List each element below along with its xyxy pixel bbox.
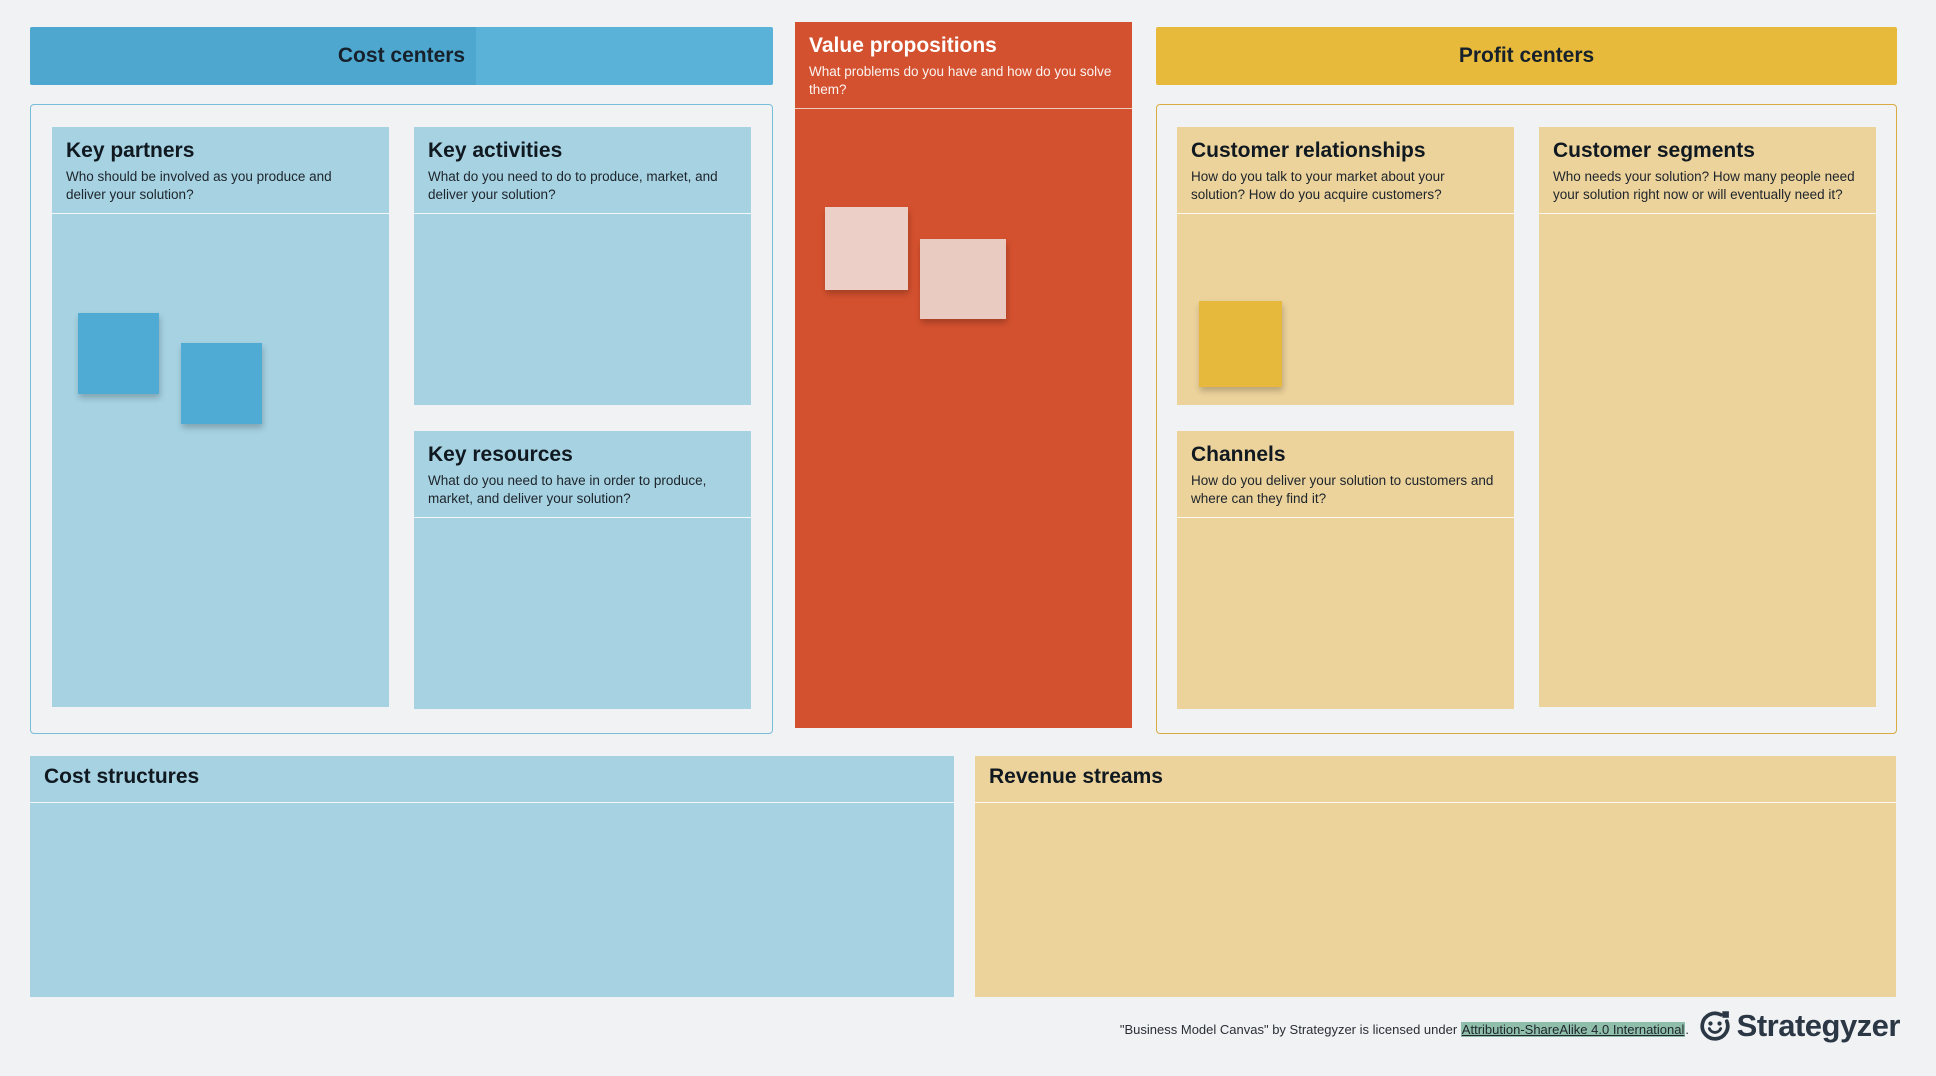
license-suffix: . bbox=[1685, 1022, 1689, 1037]
customer-segments-title: Customer segments bbox=[1553, 139, 1755, 162]
section-cost-structures[interactable]: Cost structures bbox=[30, 756, 954, 997]
channels-title: Channels bbox=[1191, 443, 1286, 466]
customer-relationships-title: Customer relationships bbox=[1191, 139, 1426, 162]
revenue-streams-body[interactable] bbox=[975, 803, 1896, 997]
cost-structures-body[interactable] bbox=[30, 803, 954, 997]
key-activities-body[interactable] bbox=[414, 214, 751, 405]
section-value-propositions[interactable]: Value propositions What problems do you … bbox=[795, 22, 1132, 728]
license-link[interactable]: Attribution-ShareAlike 4.0 International bbox=[1460, 1022, 1686, 1037]
key-partners-body[interactable] bbox=[52, 214, 389, 707]
key-resources-description: What do you need to have in order to pro… bbox=[428, 473, 707, 506]
customer-segments-body[interactable] bbox=[1539, 214, 1876, 707]
key-activities-header: Key activities What do you need to do to… bbox=[414, 127, 751, 214]
key-resources-body[interactable] bbox=[414, 518, 751, 709]
profit-centers-banner-label: Profit centers bbox=[1458, 44, 1595, 67]
key-partners-description: Who should be involved as you produce an… bbox=[66, 169, 332, 202]
cost-centers-banner-label: Cost centers bbox=[337, 44, 466, 67]
strategyzer-wordmark: Strategyzer bbox=[1736, 1008, 1901, 1043]
cost-centers-banner[interactable]: Cost centers bbox=[30, 27, 773, 85]
channels-description: How do you deliver your solution to cust… bbox=[1191, 473, 1494, 506]
section-revenue-streams[interactable]: Revenue streams bbox=[975, 756, 1896, 997]
customer-relationships-description: How do you talk to your market about you… bbox=[1191, 169, 1445, 202]
section-key-resources[interactable]: Key resources What do you need to have i… bbox=[414, 431, 751, 709]
cost-structures-header: Cost structures bbox=[30, 756, 954, 803]
license-text: "Business Model Canvas" by Strategyzer i… bbox=[1119, 1022, 1461, 1037]
section-key-partners[interactable]: Key partners Who should be involved as y… bbox=[52, 127, 389, 707]
channels-header: Channels How do you deliver your solutio… bbox=[1177, 431, 1514, 518]
key-partners-title: Key partners bbox=[66, 139, 195, 162]
section-channels[interactable]: Channels How do you deliver your solutio… bbox=[1177, 431, 1514, 709]
cost-structures-title: Cost structures bbox=[44, 765, 200, 788]
sticky-note[interactable] bbox=[825, 206, 908, 290]
key-activities-description: What do you need to do to produce, marke… bbox=[428, 169, 718, 202]
license-notice: "Business Model Canvas" by Strategyzer i… bbox=[1120, 1022, 1689, 1037]
key-partners-header: Key partners Who should be involved as y… bbox=[52, 127, 389, 214]
cost-centers-group: Key partners Who should be involved as y… bbox=[30, 104, 773, 734]
channels-body[interactable] bbox=[1177, 518, 1514, 709]
customer-relationships-header: Customer relationships How do you talk t… bbox=[1177, 127, 1514, 214]
value-propositions-body[interactable] bbox=[795, 109, 1132, 728]
profit-centers-banner[interactable]: Profit centers bbox=[1156, 27, 1897, 85]
sticky-note[interactable] bbox=[78, 312, 159, 394]
sticky-note[interactable] bbox=[181, 342, 262, 424]
section-key-activities[interactable]: Key activities What do you need to do to… bbox=[414, 127, 751, 405]
profit-centers-group: Customer relationships How do you talk t… bbox=[1156, 104, 1897, 734]
customer-segments-header: Customer segments Who needs your solutio… bbox=[1539, 127, 1876, 214]
key-resources-title: Key resources bbox=[428, 443, 573, 466]
value-propositions-description: What problems do you have and how do you… bbox=[809, 64, 1112, 97]
value-propositions-title: Value propositions bbox=[809, 34, 997, 57]
customer-relationships-body[interactable] bbox=[1177, 214, 1514, 405]
section-customer-segments[interactable]: Customer segments Who needs your solutio… bbox=[1539, 127, 1876, 707]
customer-segments-description: Who needs your solution? How many people… bbox=[1553, 169, 1855, 202]
sticky-note[interactable] bbox=[920, 238, 1006, 319]
key-resources-header: Key resources What do you need to have i… bbox=[414, 431, 751, 518]
key-activities-title: Key activities bbox=[428, 139, 563, 162]
revenue-streams-header: Revenue streams bbox=[975, 756, 1896, 803]
section-customer-relationships[interactable]: Customer relationships How do you talk t… bbox=[1177, 127, 1514, 405]
revenue-streams-title: Revenue streams bbox=[989, 765, 1163, 788]
value-propositions-header: Value propositions What problems do you … bbox=[795, 22, 1132, 109]
sticky-note[interactable] bbox=[1199, 300, 1282, 387]
strategyzer-logo-icon bbox=[1698, 1009, 1732, 1043]
strategyzer-logo[interactable]: Strategyzer bbox=[1698, 1008, 1901, 1044]
